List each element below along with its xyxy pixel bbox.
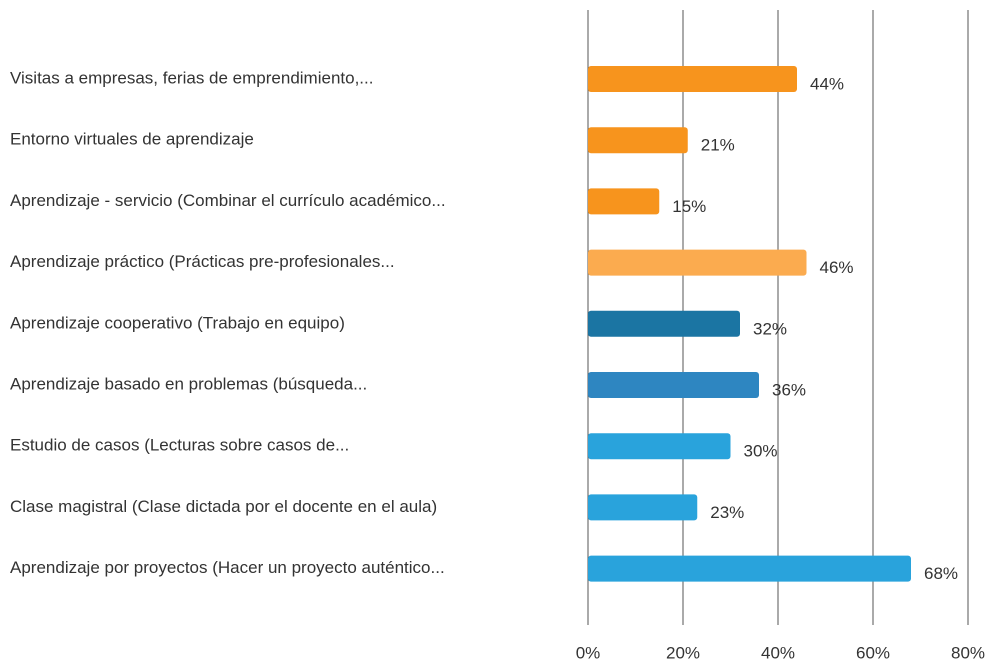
category-label: Estudio de casos (Lecturas sobre casos d… [10,436,349,455]
x-tick-label: 20% [666,643,700,662]
category-label: Aprendizaje práctico (Prácticas pre-prof… [10,252,395,271]
value-label: 44% [810,74,844,93]
category-label: Clase magistral (Clase dictada por el do… [10,497,437,516]
value-label: 36% [772,380,806,399]
x-tick-label: 40% [761,643,795,662]
bar [588,372,759,398]
bar [588,555,911,582]
category-label: Aprendizaje basado en problemas (búsqued… [10,374,367,393]
bar [588,310,740,337]
bar [588,66,797,92]
x-tick-label: 60% [856,643,890,662]
bar [588,249,807,276]
bar [588,127,688,154]
bar [588,494,698,521]
x-tick-label: 0% [576,643,601,662]
value-label: 46% [820,258,854,277]
category-label: Aprendizaje por proyectos (Hacer un proy… [10,558,445,577]
value-label: 30% [744,442,778,461]
value-label: 21% [701,136,735,155]
value-label: 32% [753,319,787,338]
value-label: 15% [672,197,706,216]
category-label: Visitas a empresas, ferias de emprendimi… [10,68,373,87]
bar [588,433,731,460]
value-label: 68% [924,564,958,583]
category-label: Entorno virtuales de aprendizaje [10,130,254,149]
category-label: Aprendizaje cooperativo (Trabajo en equi… [10,313,345,332]
value-label: 23% [710,503,744,522]
bar [588,188,660,215]
category-label: Aprendizaje - servicio (Combinar el curr… [10,191,446,210]
x-tick-label: 80% [951,643,985,662]
